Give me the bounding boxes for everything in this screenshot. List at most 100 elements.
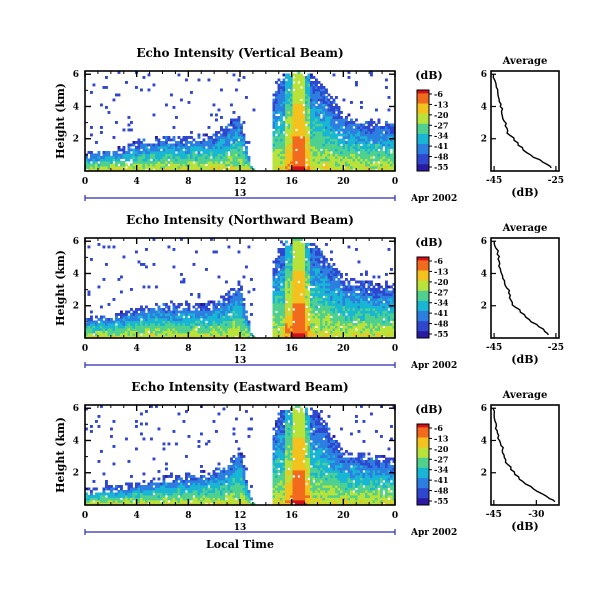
heatmap-cell	[382, 143, 386, 147]
colorbar-tick-label: -41	[434, 308, 448, 318]
heatmap-cell	[120, 310, 123, 314]
heatmap-cell	[300, 101, 303, 104]
heatmap-cell	[100, 323, 103, 326]
heatmap-cell	[380, 323, 383, 326]
heatmap-cell	[375, 295, 378, 299]
colorbar-segment	[417, 297, 429, 302]
heatmap-cell	[302, 136, 306, 139]
heatmap-cell	[392, 328, 396, 331]
heatmap-cell	[165, 485, 168, 488]
heatmap-cell	[212, 151, 216, 154]
heatmap-cell	[177, 166, 181, 169]
heatmap-cell	[90, 258, 93, 261]
heatmap-cell	[230, 123, 233, 127]
heatmap-cell	[187, 325, 191, 329]
heatmap-cell	[227, 320, 231, 324]
heatmap-cell	[352, 318, 356, 321]
heatmap-cell	[157, 163, 161, 167]
heatmap-cell	[132, 335, 136, 339]
heatmap-cell	[145, 325, 148, 329]
heatmap-cell	[305, 278, 308, 281]
heatmap-cell	[162, 310, 166, 314]
heatmap-cell	[377, 318, 381, 321]
heatmap-cell	[340, 275, 343, 279]
heatmap-cell	[132, 495, 136, 498]
heatmap-cell	[302, 303, 306, 306]
heatmap-cell	[375, 288, 378, 291]
heatmap-cell	[215, 308, 218, 311]
heatmap-cell	[292, 258, 296, 261]
heatmap-cell	[297, 305, 301, 309]
heatmap-cell	[217, 333, 221, 336]
heatmap-cell	[167, 166, 171, 169]
heatmap-cell	[207, 141, 211, 144]
heatmap-cell	[390, 126, 393, 129]
heatmap-cell	[355, 305, 358, 309]
heatmap-cell	[207, 333, 211, 336]
heatmap-cell	[367, 328, 371, 331]
heatmap-cell	[187, 156, 191, 159]
heatmap-cell	[365, 126, 368, 129]
heatmap-cell	[100, 497, 103, 501]
heatmap-cell	[315, 295, 318, 299]
heatmap-cell	[210, 148, 213, 152]
heatmap-cell	[315, 285, 318, 289]
heatmap-cell	[312, 300, 316, 304]
heatmap-cell	[275, 153, 278, 157]
heatmap-cell	[272, 280, 276, 284]
heatmap-cell	[200, 158, 203, 162]
heatmap-cell	[150, 148, 153, 152]
heatmap-cell	[330, 320, 333, 324]
heatmap-cell	[367, 121, 371, 124]
heatmap-cell	[340, 163, 343, 167]
colorbar-segment	[417, 284, 429, 288]
heatmap-cell	[295, 153, 298, 157]
average-x-tick-label: -25	[548, 176, 564, 186]
heatmap-cell	[305, 106, 308, 109]
heatmap-cell	[385, 308, 388, 311]
heatmap-cell	[327, 151, 331, 154]
heatmap-cell	[287, 305, 291, 309]
heatmap-cell	[297, 73, 301, 77]
heatmap-cell	[197, 313, 201, 316]
heatmap-cell	[275, 101, 278, 104]
heatmap-cell	[370, 163, 373, 167]
heatmap-cell	[230, 156, 233, 159]
average-x-tick-label: -45	[486, 176, 502, 186]
heatmap-cell	[307, 163, 311, 167]
heatmap-cell	[320, 283, 323, 286]
heatmap-cell	[330, 113, 333, 117]
heatmap-cell	[227, 290, 231, 294]
heatmap-cell	[242, 323, 246, 326]
heatmap-cell	[155, 497, 158, 501]
heatmap-cell	[360, 166, 363, 169]
heatmap-cell	[302, 293, 306, 296]
heatmap-cell	[377, 310, 381, 314]
heatmap-cell	[277, 163, 281, 167]
heatmap-cell	[177, 163, 181, 167]
heatmap-cell	[240, 136, 243, 139]
heatmap-cell	[282, 333, 286, 336]
heatmap-cell	[90, 333, 93, 336]
heatmap-cell	[277, 166, 281, 169]
heatmap-cell	[172, 308, 176, 311]
heatmap-cell	[307, 113, 311, 117]
average-xlabel-0: (dB)	[511, 186, 538, 199]
heatmap-cell	[285, 73, 288, 77]
heatmap-cell	[140, 325, 143, 329]
heatmap-cell	[202, 333, 206, 336]
heatmap-cell	[210, 333, 213, 336]
heatmap-cell	[235, 293, 238, 296]
heatmap-cell	[177, 146, 181, 149]
heatmap-cell	[102, 168, 106, 172]
heatmap-cell	[275, 288, 278, 291]
heatmap-cell	[172, 318, 176, 321]
heatmap-cell	[280, 148, 283, 152]
heatmap-cell	[227, 330, 231, 334]
heatmap-cell	[312, 86, 316, 89]
heatmap-cell	[175, 333, 178, 336]
heatmap-cell	[317, 98, 321, 102]
heatmap-cell	[222, 320, 226, 324]
heatmap-cell	[142, 320, 146, 324]
heatmap-cell	[370, 138, 373, 142]
